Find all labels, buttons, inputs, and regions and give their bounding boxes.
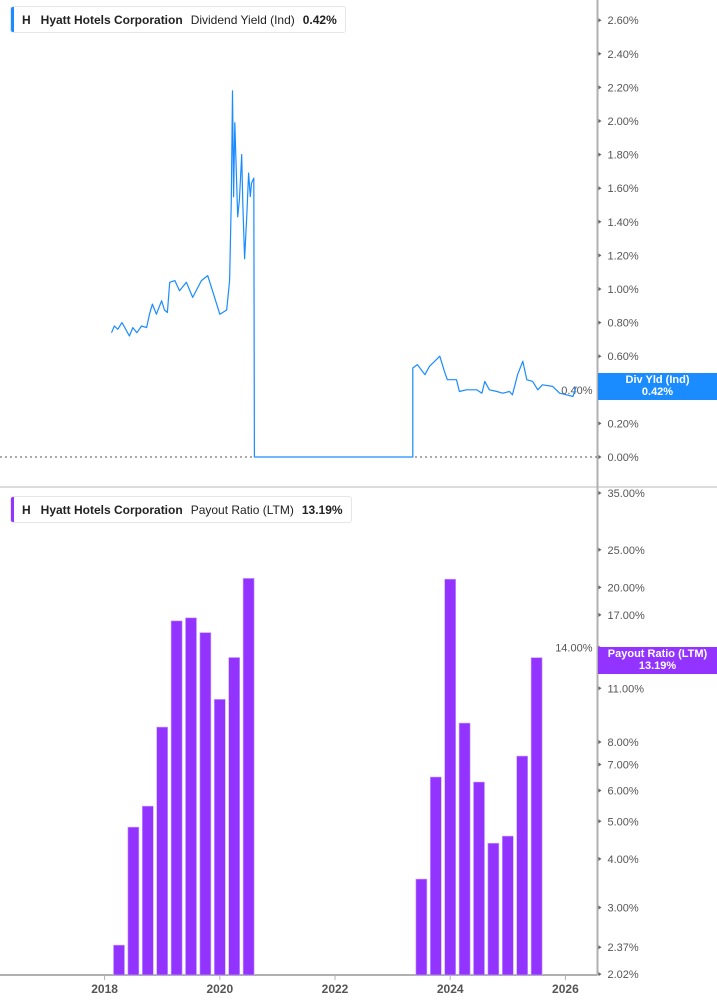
y-tick-mark — [598, 152, 602, 157]
y-tick-label: 17.00% — [608, 610, 646, 622]
y-tick-mark — [598, 739, 602, 744]
dividend-yield-line — [110, 90, 577, 458]
payout-bar — [113, 944, 125, 976]
y-tick-label: 0.80% — [608, 318, 639, 330]
bottom-legend[interactable]: H Hyatt Hotels Corporation Payout Ratio … — [10, 496, 352, 523]
y-tick-mark — [598, 186, 602, 191]
legend-company: Hyatt Hotels Corporation — [40, 502, 183, 517]
y-tick-label: 2.02% — [608, 969, 639, 981]
legend-company: Hyatt Hotels Corporation — [40, 12, 183, 27]
tag-value: 0.42% — [641, 386, 674, 398]
y-tick-mark — [598, 819, 602, 824]
payout-bar — [127, 826, 140, 976]
y-tick-mark — [598, 421, 602, 426]
x-tick-label: 2020 — [206, 982, 233, 996]
y-tick-label: 2.40% — [608, 49, 639, 61]
y-tick-label: 8.00% — [608, 737, 639, 749]
yield-price-tag: Div Yld (Ind) 0.42% — [598, 373, 717, 400]
y-tick-mark — [598, 972, 602, 977]
y-tick-mark — [598, 491, 602, 495]
tag-value: 13.19% — [638, 660, 677, 672]
payout-bar — [242, 578, 255, 976]
y-tick-label: 0.60% — [608, 351, 639, 363]
y-tick-mark — [598, 18, 602, 23]
y-tick-label: 5.00% — [608, 816, 639, 828]
y-tick-mark — [598, 287, 602, 291]
legend-ticker: H — [22, 12, 31, 27]
y-tick-mark — [598, 856, 602, 861]
y-tick-label: 0.40% — [561, 385, 592, 397]
legend-value: 0.42% — [302, 12, 337, 27]
y-tick-label: 2.60% — [608, 15, 639, 27]
y-tick-mark — [598, 455, 602, 459]
y-tick-label: 11.00% — [608, 683, 645, 695]
payout-bar — [156, 726, 168, 976]
legend-value: 13.19% — [301, 502, 343, 517]
x-tick-label: 2022 — [322, 982, 349, 996]
legend-metric: Dividend Yield (Ind) — [190, 12, 295, 27]
x-tick-label: 2018 — [91, 982, 118, 996]
yield-color-bar — [11, 7, 14, 32]
legend-ticker: H — [22, 502, 31, 517]
y-tick-mark — [598, 788, 602, 793]
payout-color-bar — [11, 497, 14, 522]
y-tick-label: 2.37% — [608, 942, 639, 954]
x-tick-label: 2024 — [437, 982, 464, 996]
top-legend[interactable]: H Hyatt Hotels Corporation Dividend Yiel… — [10, 6, 346, 33]
payout-bar — [501, 835, 514, 976]
y-tick-mark — [598, 686, 602, 691]
payout-bar — [458, 722, 471, 976]
payout-bar — [228, 657, 240, 976]
payout-bar — [530, 657, 543, 976]
tag-label: Payout Ratio (LTM) — [607, 648, 708, 660]
y-tick-mark — [598, 905, 602, 910]
y-tick-label: 1.40% — [608, 217, 639, 229]
y-tick-label: 3.00% — [608, 902, 639, 914]
y-tick-mark — [598, 585, 602, 590]
payout-bar — [473, 781, 485, 976]
y-tick-mark — [598, 945, 602, 950]
legend-metric: Payout Ratio (LTM) — [190, 502, 294, 517]
payout-price-tag: Payout Ratio (LTM) 13.19% — [598, 647, 717, 674]
y-tick-label: 1.80% — [608, 150, 639, 162]
y-tick-label: 1.60% — [608, 183, 639, 195]
payout-bar — [214, 699, 226, 976]
y-tick-mark — [598, 85, 602, 90]
tag-label: Div Yld (Ind) — [625, 374, 690, 386]
y-tick-label: 2.00% — [608, 116, 639, 128]
y-tick-mark — [598, 51, 602, 56]
payout-bar — [487, 842, 500, 976]
y-tick-label: 0.20% — [608, 418, 639, 430]
y-tick-mark — [598, 547, 602, 552]
y-tick-label: 1.00% — [608, 284, 639, 296]
payout-bar — [429, 776, 442, 976]
payout-bar — [199, 632, 212, 976]
y-tick-label: 35.00% — [608, 488, 646, 500]
payout-bar — [142, 805, 154, 976]
y-tick-mark — [598, 612, 602, 617]
y-tick-label: 6.00% — [608, 786, 639, 798]
payout-bar — [444, 578, 457, 976]
y-tick-label: 20.00% — [608, 582, 646, 594]
payout-bar — [185, 617, 197, 976]
y-tick-mark — [598, 119, 602, 123]
x-tick-label: 2026 — [552, 982, 579, 996]
payout-bar — [415, 878, 428, 976]
y-tick-mark — [598, 253, 602, 258]
y-tick-label: 1.20% — [608, 250, 639, 262]
y-tick-mark — [598, 354, 602, 359]
y-tick-label: 0.00% — [608, 452, 639, 464]
y-tick-label: 4.00% — [608, 854, 639, 866]
y-tick-mark — [598, 762, 602, 767]
y-tick-mark — [598, 219, 602, 224]
y-tick-label: 25.00% — [608, 545, 646, 557]
payout-bar — [170, 620, 183, 976]
payout-bar — [516, 755, 529, 976]
y-tick-mark — [598, 320, 602, 325]
y-tick-label: 14.00% — [555, 643, 593, 655]
y-tick-label: 7.00% — [608, 760, 639, 772]
y-tick-label: 2.20% — [608, 82, 639, 94]
